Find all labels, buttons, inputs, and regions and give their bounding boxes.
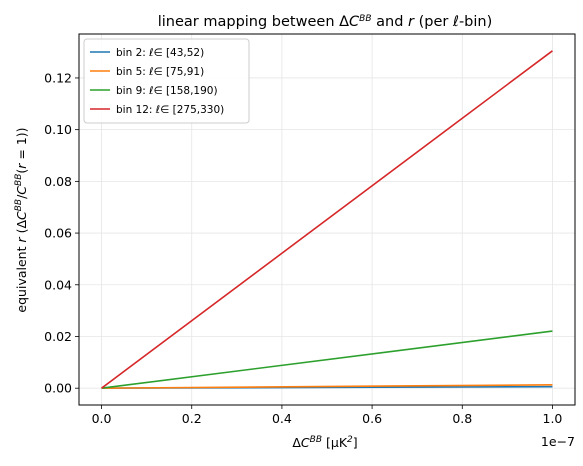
series-lines xyxy=(101,50,553,390)
y-tick-label: 0.08 xyxy=(44,174,72,189)
series-line-2 xyxy=(101,384,553,389)
x-tick-label: 1.0 xyxy=(543,411,563,426)
x-tick-label: 0.2 xyxy=(182,411,202,426)
y-tick-label: 0.06 xyxy=(44,226,72,241)
x-axis-title: ΔCBB [μK2] xyxy=(292,435,357,450)
legend-box xyxy=(83,38,250,124)
x-axis-offset-text: 1e−7 xyxy=(541,434,575,449)
grid xyxy=(79,34,575,405)
y-tick-label: 0.00 xyxy=(44,381,72,396)
y-tick-label: 0.12 xyxy=(44,70,72,85)
y-axis-title: equivalent r (ΔCBB/CBB(r = 1)) xyxy=(14,127,29,312)
legend-label: bin 9: ℓ∈ [158,190) xyxy=(116,85,218,97)
x-axis-ticks: 0.0 0.2 0.4 0.6 0.8 1.0 xyxy=(92,405,563,426)
series-line-3 xyxy=(101,330,553,389)
y-tick-label: 0.04 xyxy=(44,277,72,292)
legend-label: bin 2: ℓ∈ [43,52) xyxy=(116,47,204,59)
y-tick-label: 0.10 xyxy=(44,122,72,137)
legend-label: bin 5: ℓ∈ [75,91) xyxy=(116,66,204,78)
legend-label: bin 12: ℓ∈ [275,330) xyxy=(116,104,224,116)
x-tick-label: 0.0 xyxy=(92,411,112,426)
y-tick-label: 0.02 xyxy=(44,329,72,344)
x-tick-label: 0.8 xyxy=(452,411,472,426)
y-axis-ticks: 0.00 0.02 0.04 0.06 0.08 0.10 0.12 xyxy=(44,70,79,396)
series-line-4 xyxy=(101,50,553,389)
x-tick-label: 0.6 xyxy=(362,411,382,426)
legend: bin 2: ℓ∈ [43,52) bin 5: ℓ∈ [75,91) bin 9:… xyxy=(83,38,250,124)
axes-frame xyxy=(78,33,576,406)
x-tick-label: 0.4 xyxy=(272,411,292,426)
chart-title: linear mapping between ΔCBB and r (per ℓ… xyxy=(158,14,493,30)
